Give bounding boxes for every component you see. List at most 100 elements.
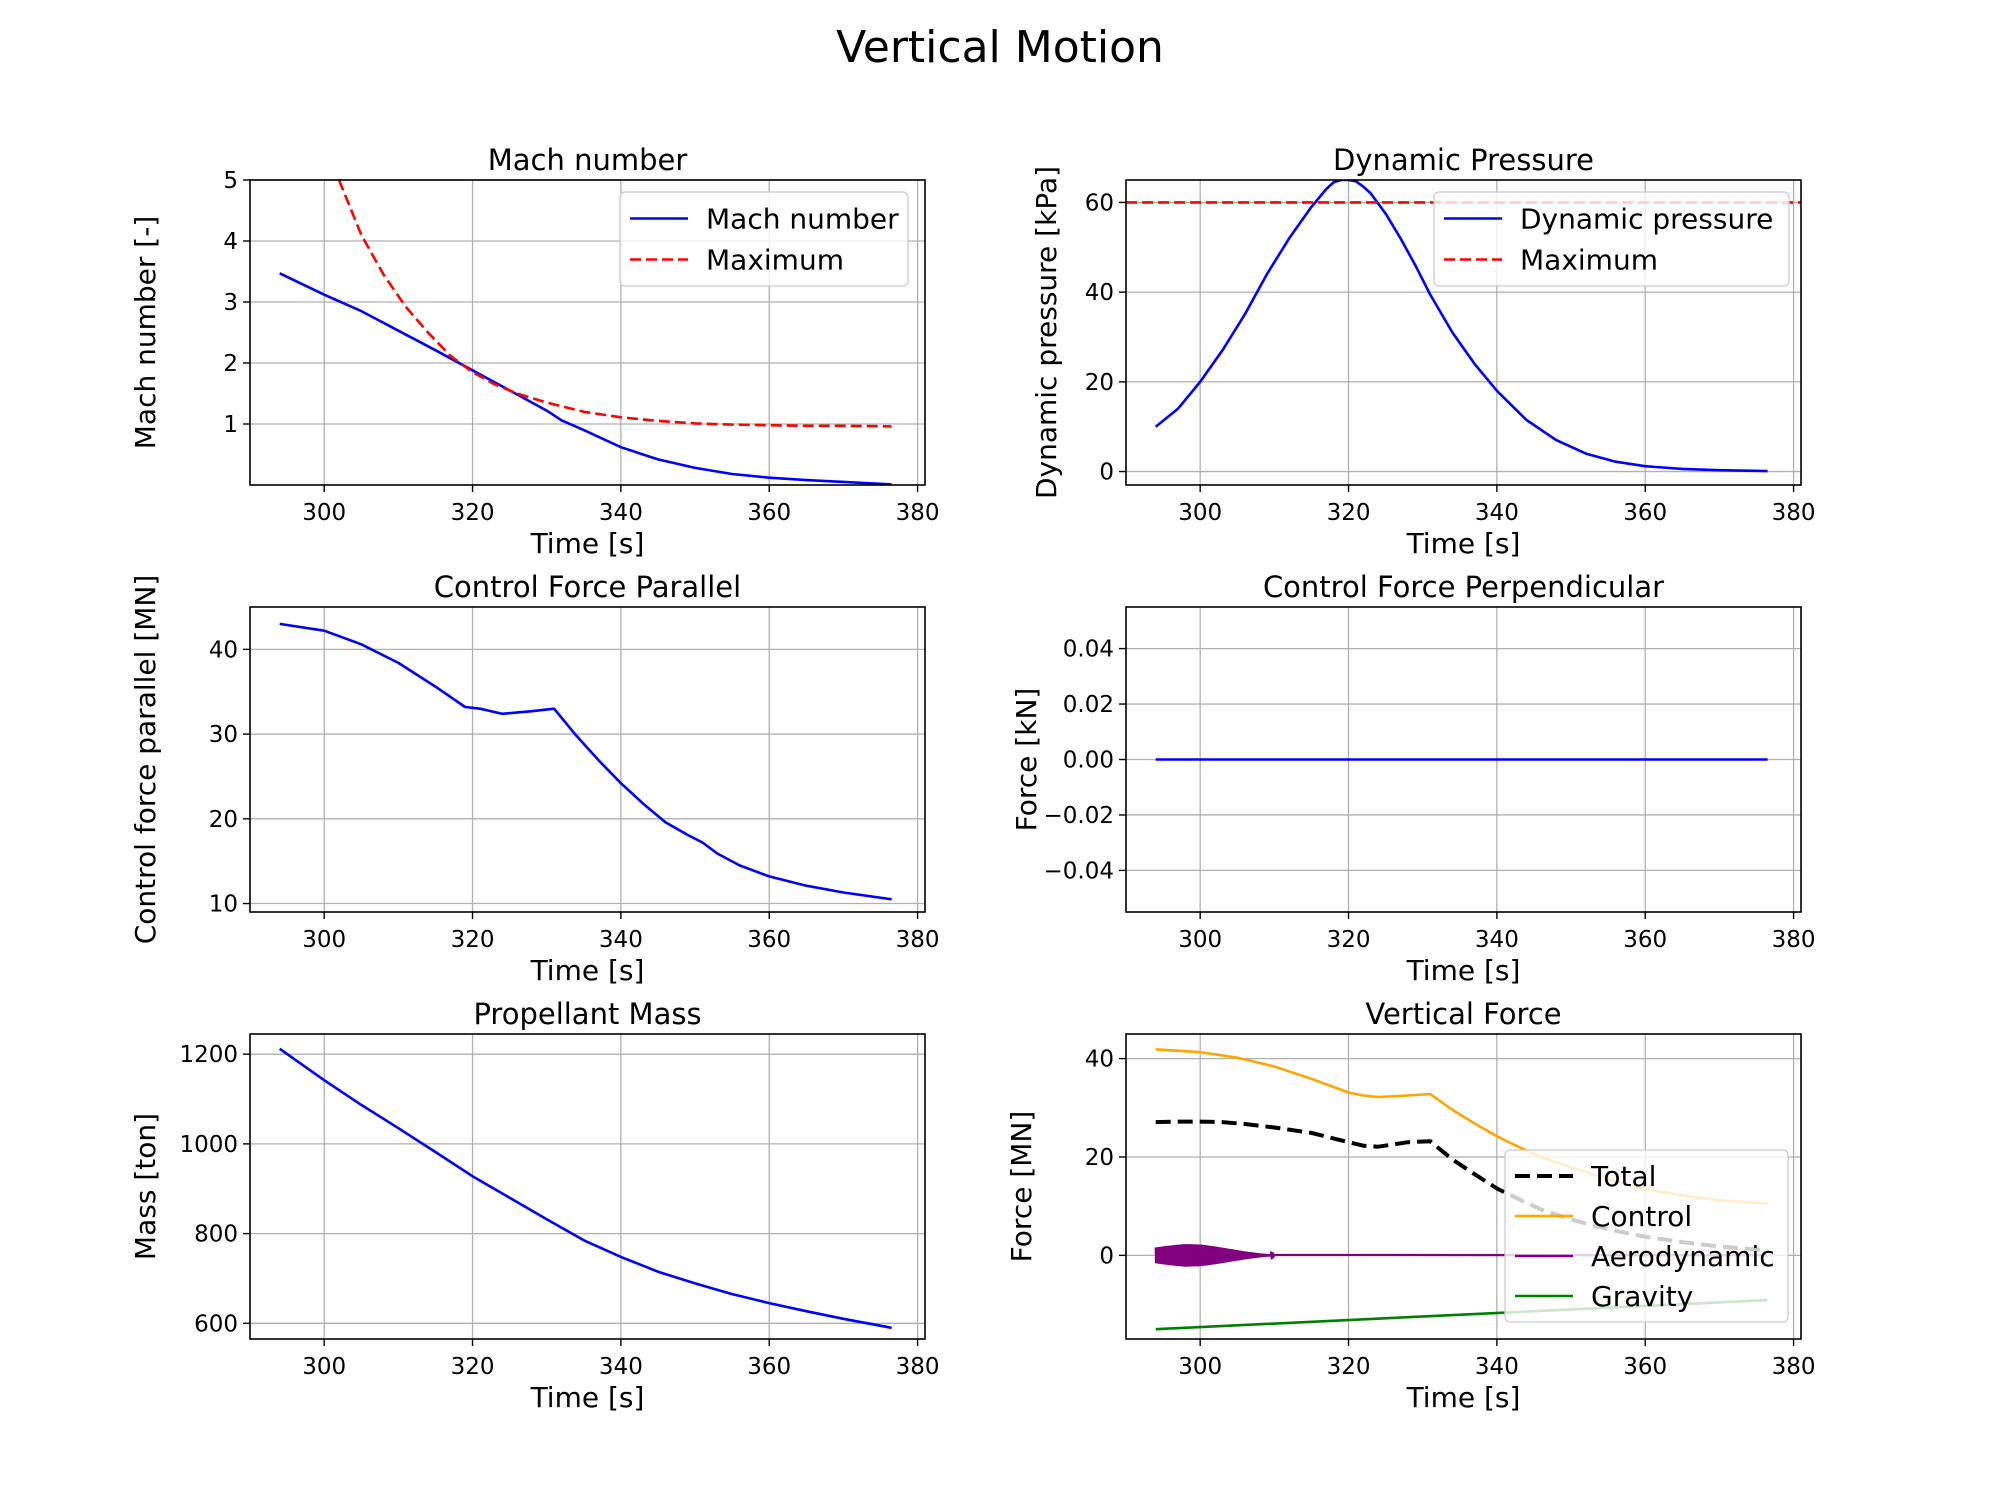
chart4-title: Propellant Mass xyxy=(473,997,701,1031)
chart1-legend-label-dynamic-pressure: Dynamic pressure xyxy=(1520,203,1773,236)
chart1-legend-label-maximum: Maximum xyxy=(1520,244,1658,277)
chart4-plot-area xyxy=(278,1047,892,1330)
chart5-xtick-label-2: 340 xyxy=(1475,1354,1519,1380)
chart5-xtick-label-3: 360 xyxy=(1623,1354,1667,1380)
chart4-xtick-label-1: 320 xyxy=(451,1354,495,1380)
chart0-legend-label-mach-number: Mach number xyxy=(706,203,899,236)
chart5-legend-box xyxy=(1504,1149,1789,1323)
panel-control-force-parallel: 300 320 340 360 380 10 20 30 40 Control Force Par… xyxy=(129,570,940,987)
chart5-xtick-label-0: 300 xyxy=(1178,1354,1222,1380)
chart0-xtick-label-4: 380 xyxy=(896,500,940,526)
panel-vertical-force: 300 320 340 360 380 0 20 40 Vertical Force Time [… xyxy=(1005,997,1816,1414)
panel-dynamic-pressure: 300 320 340 360 380 0 20 40 60 Dynamic Pressure Ti… xyxy=(1030,143,1816,560)
chart4-xtick-label-3: 360 xyxy=(747,1354,791,1380)
chart2-frame xyxy=(249,606,926,913)
chart0-legend-box xyxy=(619,191,909,287)
chart2-title: Control Force Parallel xyxy=(434,570,741,604)
chart1-legend-box xyxy=(1433,191,1790,287)
chart2-xtick-label-3: 360 xyxy=(747,927,791,953)
chart2-xtick-label-0: 300 xyxy=(302,927,346,953)
chart1-legend: Dynamic pressure Maximum xyxy=(1433,191,1790,287)
chart4-xlabel: Time [s] xyxy=(530,1381,645,1414)
chart3-ytick-label-2: 0.00 xyxy=(1063,748,1114,774)
chart1-line-dynamic-pressure xyxy=(1154,180,1768,473)
chart3-title: Control Force Perpendicular xyxy=(1263,570,1664,604)
chart1-title: Dynamic Pressure xyxy=(1333,143,1594,177)
chart3-ylabel: Force [kN] xyxy=(1010,688,1043,832)
chart5-xlabel: Time [s] xyxy=(1406,1381,1521,1414)
chart2-ytick-label-2: 30 xyxy=(209,722,238,748)
chart5-frame xyxy=(1125,1033,1802,1340)
chart4-xtick-label-2: 340 xyxy=(599,1354,643,1380)
chart0-xtick-label-2: 340 xyxy=(599,500,643,526)
chart3-ytick-label-3: −0.02 xyxy=(1044,803,1114,829)
chart3-xtick-label-4: 380 xyxy=(1772,927,1816,953)
chart3-ytick-label-1: 0.02 xyxy=(1063,692,1114,718)
chart4-ytick-label-3: 1200 xyxy=(179,1042,238,1068)
chart5-legend-label-gravity: Gravity xyxy=(1591,1280,1693,1313)
chart2-plot-area xyxy=(279,622,892,901)
figure-title: Vertical Motion xyxy=(836,22,1164,73)
chart2-line-series-0 xyxy=(279,622,892,901)
chart5-legend-label-total: Total xyxy=(1590,1160,1656,1193)
chart3-xtick-label-1: 320 xyxy=(1327,927,1371,953)
chart5-ylabel: Force [MN] xyxy=(1005,1111,1038,1263)
chart5-ytick-label-2: 40 xyxy=(1085,1047,1114,1073)
chart0-ytick-label-4: 5 xyxy=(223,168,238,194)
chart5-legend-label-control: Control xyxy=(1591,1200,1692,1233)
chart0-legend: Mach number Maximum xyxy=(619,191,909,287)
chart2-xlabel: Time [s] xyxy=(530,954,645,987)
chart0-ylabel: Mach number [-] xyxy=(129,216,162,450)
chart0-ytick-label-3: 4 xyxy=(223,229,238,255)
chart1-xtick-label-2: 340 xyxy=(1475,500,1519,526)
chart0-frame xyxy=(249,179,926,486)
chart0-xtick-label-0: 300 xyxy=(302,500,346,526)
chart5-ytick-label-0: 0 xyxy=(1099,1243,1114,1269)
panel-mach-number: 300 320 340 360 380 1 2 3 4 5 Mach number Time [s] M… xyxy=(129,143,940,560)
chart3-ytick-label-4: −0.04 xyxy=(1044,858,1114,884)
chart1-ytick-label-0: 0 xyxy=(1099,460,1114,486)
chart1-ytick-label-1: 20 xyxy=(1085,370,1114,396)
chart1-ytick-label-3: 60 xyxy=(1085,190,1114,216)
chart2-ytick-label-1: 20 xyxy=(209,807,238,833)
chart1-frame xyxy=(1125,179,1802,486)
chart4-line-series-0 xyxy=(278,1047,892,1330)
chart3-ytick-label-0: 0.04 xyxy=(1063,637,1114,663)
panel-control-force-perpendicular: 300 320 340 360 380 0.04 0.02 0.00 −0.02 −0.04 Con… xyxy=(1010,570,1816,987)
chart0-ytick-label-1: 2 xyxy=(223,351,238,377)
chart4-ytick-label-1: 800 xyxy=(194,1222,238,1248)
chart0-line-mach-number xyxy=(279,272,892,485)
chart2-xtick-label-2: 340 xyxy=(599,927,643,953)
chart5-line-aerodynamic xyxy=(1154,1244,1768,1267)
chart4-xtick-label-4: 380 xyxy=(896,1354,940,1380)
chart1-xlabel: Time [s] xyxy=(1406,527,1521,560)
chart5-xtick-label-1: 320 xyxy=(1327,1354,1371,1380)
chart5-legend-label-aerodynamic: Aerodynamic xyxy=(1591,1240,1775,1273)
chart0-xlabel: Time [s] xyxy=(530,527,645,560)
chart2-ytick-label-0: 10 xyxy=(209,892,238,918)
chart4-ytick-label-2: 1000 xyxy=(179,1132,238,1158)
chart3-xtick-label-0: 300 xyxy=(1178,927,1222,953)
chart1-xtick-label-3: 360 xyxy=(1623,500,1667,526)
chart1-xtick-label-0: 300 xyxy=(1178,500,1222,526)
chart3-xlabel: Time [s] xyxy=(1406,954,1521,987)
chart2-ytick-label-3: 40 xyxy=(209,637,238,663)
chart0-title: Mach number xyxy=(488,143,688,177)
chart2-xtick-label-4: 380 xyxy=(896,927,940,953)
chart4-ylabel: Mass [ton] xyxy=(129,1113,162,1260)
chart3-xtick-label-3: 360 xyxy=(1623,927,1667,953)
chart4-ytick-label-0: 600 xyxy=(194,1311,238,1337)
chart0-legend-label-maximum: Maximum xyxy=(706,244,844,277)
chart1-ylabel: Dynamic pressure [kPa] xyxy=(1030,166,1063,499)
chart0-xtick-label-1: 320 xyxy=(451,500,495,526)
chart1-xtick-label-4: 380 xyxy=(1772,500,1816,526)
chart4-xtick-label-0: 300 xyxy=(302,1354,346,1380)
chart2-xtick-label-1: 320 xyxy=(451,927,495,953)
chart5-legend: Total Control Aerodynamic Gravity xyxy=(1504,1149,1789,1323)
chart5-title: Vertical Force xyxy=(1365,997,1561,1031)
chart5-ytick-label-1: 20 xyxy=(1085,1145,1114,1171)
chart5-xtick-label-4: 380 xyxy=(1772,1354,1816,1380)
chart0-xtick-label-3: 360 xyxy=(747,500,791,526)
chart3-xtick-label-2: 340 xyxy=(1475,927,1519,953)
